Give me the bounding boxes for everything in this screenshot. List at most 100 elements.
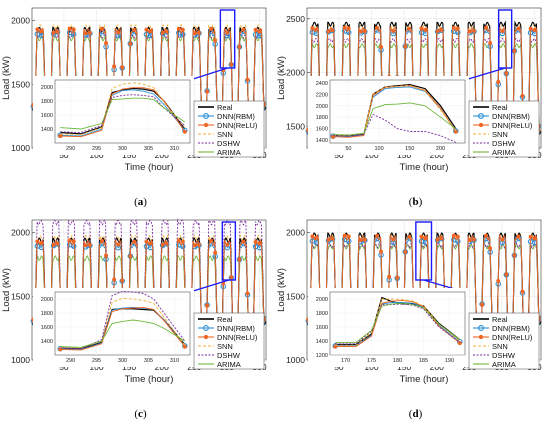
series-marker <box>345 238 352 244</box>
inset-line-dnnrelu <box>60 306 186 351</box>
series-marker <box>516 26 521 31</box>
series-marker <box>116 30 121 35</box>
series-marker <box>532 236 537 241</box>
x-axis-label: Time (hour) <box>125 374 174 385</box>
series-marker <box>35 27 40 32</box>
inset-group: 170 175 180 185 190 1200 1400 1600 1800 2000 <box>308 288 469 367</box>
series-marker <box>423 27 428 32</box>
inset-x-tick-label: 290 <box>66 358 75 364</box>
series-marker <box>346 26 351 31</box>
series-marker <box>504 272 509 277</box>
inset-y-tick-label: 2200 <box>316 92 328 98</box>
y-tick-label: 1500 <box>11 79 30 89</box>
series-marker <box>160 242 165 247</box>
legend-entry-label: DNN(ReLU) <box>217 333 258 342</box>
series-marker <box>387 274 392 279</box>
panel-caption: (b) <box>409 196 423 208</box>
series-marker <box>379 45 384 50</box>
inset-line-dshw <box>335 303 461 345</box>
series-marker <box>403 249 408 254</box>
inset-y-tick-label: 1400 <box>316 339 328 345</box>
inset-x-tick-label: 175 <box>367 358 376 364</box>
inset-x-tick-label: 305 <box>144 358 153 364</box>
series-marker <box>395 275 400 280</box>
series-marker <box>237 257 242 262</box>
legend-marker <box>478 325 484 331</box>
series-marker <box>362 237 367 242</box>
legend-marker <box>203 334 209 340</box>
inset-x-tick-label: 50 <box>345 146 351 152</box>
y-axis-label: Load (kW) <box>276 56 287 100</box>
inset-x-tick-label: 300 <box>118 146 127 152</box>
legend-entry-label: ARIMA <box>492 360 516 369</box>
series-marker <box>419 26 424 31</box>
series-line-real <box>31 237 267 326</box>
series-marker <box>148 29 153 34</box>
inset-x-tick-label: 310 <box>170 146 179 152</box>
series-marker <box>192 243 197 248</box>
panel-caption: (d) <box>409 408 423 420</box>
series-marker <box>496 79 501 84</box>
series-marker <box>112 277 117 282</box>
series-marker <box>496 278 501 283</box>
series-marker <box>245 77 250 82</box>
inset-x-tick-label: 150 <box>405 146 414 152</box>
inset-y-tick-label: 1600 <box>316 127 328 133</box>
legend-entry-label: Real <box>217 315 233 324</box>
legend-entry-label: ARIMA <box>492 148 516 157</box>
series-marker <box>100 238 104 243</box>
series-marker <box>375 233 379 238</box>
series-marker <box>512 48 517 53</box>
inset-group: 50 100 150 200 1400 1600 1800 2000 2200 2400 <box>308 76 469 155</box>
series-marker <box>209 238 214 243</box>
y-axis-label: Load (kW) <box>1 268 12 312</box>
series-marker <box>164 241 169 246</box>
inset-y-tick-label: 1400 <box>316 138 328 144</box>
legend-entry-label: DSHW <box>217 139 241 148</box>
inset-x-tick-label: 310 <box>170 358 179 364</box>
series-line-dshw <box>306 36 542 136</box>
series-marker <box>484 233 489 238</box>
inset-marker <box>457 341 462 346</box>
chart-svg-c: 50100150200250300350100015002000Time (ho… <box>1 218 267 420</box>
panel-caption: (a) <box>134 196 147 208</box>
series-marker <box>116 242 121 247</box>
series-marker <box>70 31 77 37</box>
inset-y-tick-label: 1600 <box>41 113 53 119</box>
panel-c: 50100150200250300350100015002000Time (ho… <box>0 212 275 423</box>
series-marker <box>528 234 533 239</box>
series-marker <box>70 243 77 249</box>
legend-marker <box>203 325 209 331</box>
legend-entry-label: ARIMA <box>217 360 241 369</box>
legend-marker <box>478 334 484 340</box>
series-marker <box>532 28 537 33</box>
inset-marker <box>182 344 187 349</box>
x-axis-label: Time (hour) <box>400 162 449 173</box>
series-marker <box>346 234 351 239</box>
inset-y-tick-label: 2000 <box>41 297 53 303</box>
series-marker <box>504 71 509 76</box>
legend-box <box>468 100 540 158</box>
legend-entry-label: DSHW <box>492 351 516 360</box>
y-tick-label: 1000 <box>286 355 305 365</box>
legend-entry-label: Real <box>492 315 508 324</box>
series-marker <box>484 25 489 30</box>
y-tick-label: 1000 <box>11 143 30 153</box>
series-line-arima <box>306 242 542 326</box>
series-marker <box>148 241 153 246</box>
legend-entry-label: DNN(RBM) <box>492 112 530 121</box>
inset-y-tick-label: 1800 <box>41 311 53 317</box>
series-line-real <box>306 20 542 136</box>
series-marker <box>472 237 476 242</box>
series-marker <box>391 237 396 242</box>
inset-y-tick-label: 2400 <box>316 81 328 87</box>
legend-entry-label: Real <box>217 103 233 112</box>
series-marker <box>326 237 331 242</box>
legend-entry-label: DSHW <box>492 139 516 148</box>
x-axis-label: Time (hour) <box>125 162 174 173</box>
series-marker <box>455 234 460 239</box>
series-marker <box>257 29 262 34</box>
series-marker <box>176 238 181 243</box>
